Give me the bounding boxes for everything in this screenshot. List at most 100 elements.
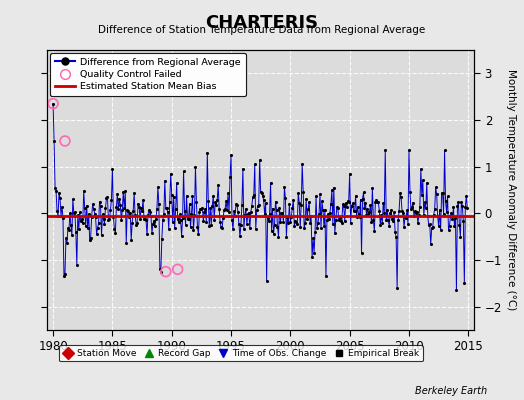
- Point: [382, 217, 390, 224]
- Point: [317, 224, 325, 231]
- Point: [100, 216, 108, 222]
- Point: [138, 208, 146, 214]
- Point: [435, 207, 444, 213]
- Point: [90, 206, 98, 212]
- Point: [231, 212, 239, 219]
- Point: [160, 211, 168, 218]
- Point: [110, 226, 118, 232]
- Point: [326, 201, 335, 208]
- Point: [271, 198, 280, 205]
- Point: [243, 221, 251, 227]
- Point: [106, 207, 115, 214]
- Point: [79, 220, 87, 226]
- Point: [326, 210, 334, 216]
- Point: [344, 198, 352, 204]
- Point: [447, 210, 456, 217]
- Point: [116, 202, 125, 208]
- Legend: Difference from Regional Average, Quality Control Failed, Estimated Station Mean: Difference from Regional Average, Qualit…: [50, 53, 246, 96]
- Point: [50, 138, 58, 144]
- Point: [406, 189, 414, 195]
- Point: [386, 210, 395, 216]
- Point: [170, 225, 179, 231]
- Point: [104, 217, 113, 224]
- Point: [154, 184, 162, 190]
- Point: [74, 226, 83, 232]
- Point: [131, 212, 139, 218]
- Point: [416, 204, 424, 210]
- Point: [268, 205, 277, 212]
- Point: [64, 225, 72, 231]
- Point: [363, 206, 372, 213]
- Point: [82, 202, 91, 209]
- Point: [162, 205, 171, 211]
- Point: [95, 198, 104, 205]
- Point: [68, 232, 76, 238]
- Point: [390, 209, 398, 215]
- Point: [439, 190, 447, 196]
- Point: [455, 222, 464, 229]
- Point: [202, 218, 211, 225]
- Point: [422, 205, 430, 211]
- Point: [281, 195, 290, 202]
- Point: [441, 198, 450, 204]
- Point: [333, 204, 341, 210]
- Point: [166, 199, 174, 205]
- Point: [265, 218, 273, 224]
- Point: [405, 147, 413, 154]
- Point: [211, 199, 220, 205]
- Point: [453, 203, 462, 210]
- Point: [413, 220, 422, 226]
- Point: [182, 192, 191, 199]
- Point: [130, 190, 138, 196]
- Point: [279, 218, 288, 225]
- Point: [290, 223, 299, 229]
- Point: [56, 195, 64, 201]
- Point: [139, 196, 147, 203]
- Point: [282, 233, 291, 240]
- Point: [215, 206, 223, 213]
- Point: [408, 204, 416, 210]
- Point: [445, 222, 454, 229]
- Point: [113, 191, 122, 197]
- Point: [276, 218, 285, 225]
- Point: [66, 210, 74, 217]
- Point: [201, 206, 210, 212]
- Point: [198, 204, 206, 211]
- Point: [124, 208, 133, 214]
- Point: [255, 201, 263, 208]
- Point: [452, 287, 461, 294]
- Point: [137, 205, 145, 211]
- Point: [418, 192, 426, 198]
- Point: [147, 213, 155, 220]
- Point: [370, 228, 378, 234]
- Point: [274, 224, 282, 230]
- Point: [249, 192, 258, 198]
- Point: [192, 199, 201, 205]
- Point: [313, 225, 321, 231]
- Point: [143, 231, 151, 238]
- Point: [320, 222, 328, 229]
- Point: [348, 200, 357, 206]
- Point: [200, 209, 209, 215]
- Point: [206, 205, 214, 211]
- Point: [296, 224, 304, 231]
- Point: [350, 208, 358, 214]
- Point: [163, 209, 172, 216]
- Point: [357, 250, 366, 256]
- Point: [343, 204, 351, 210]
- Point: [86, 234, 95, 241]
- Point: [214, 182, 222, 188]
- Point: [332, 217, 340, 224]
- Point: [204, 198, 213, 204]
- Point: [117, 217, 125, 223]
- Point: [461, 204, 470, 210]
- Point: [323, 217, 331, 224]
- Point: [396, 190, 405, 196]
- Point: [112, 204, 121, 211]
- Point: [297, 202, 305, 208]
- Point: [73, 262, 81, 268]
- Point: [219, 215, 227, 221]
- Point: [440, 211, 448, 218]
- Point: [377, 212, 386, 218]
- Point: [49, 100, 57, 107]
